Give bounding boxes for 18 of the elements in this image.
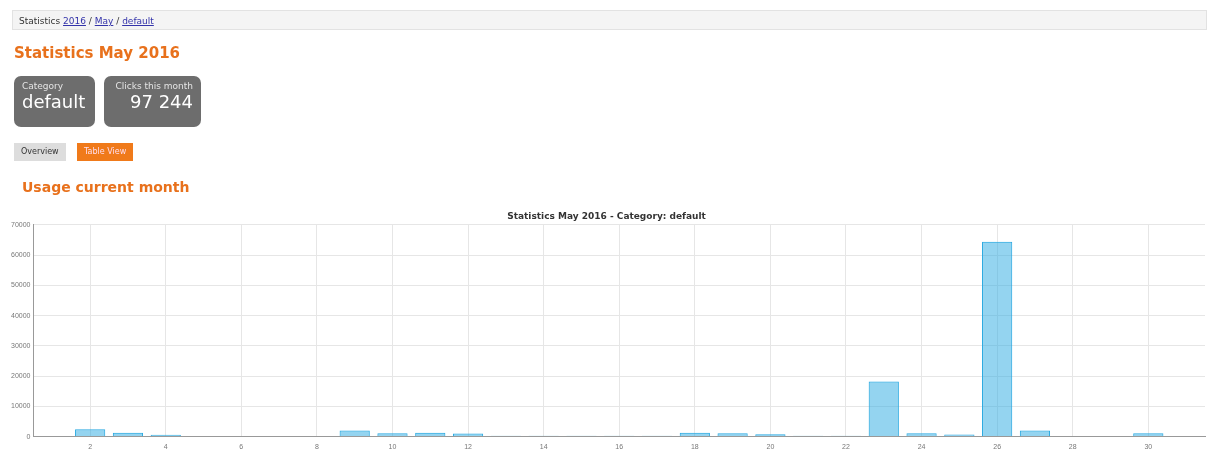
text: Statistics [19, 16, 61, 26]
text: default [22, 91, 87, 112]
text: / [88, 16, 92, 26]
text: Table View [77, 143, 134, 161]
text: Overview [14, 143, 66, 161]
bar [869, 382, 898, 437]
text: 97 244 [129, 91, 193, 112]
text: / [116, 16, 120, 26]
text: Statistics May 2016 [14, 44, 181, 62]
bar [75, 429, 106, 437]
text: Category [22, 81, 65, 91]
text: Usage current month [22, 179, 190, 195]
chart-title: Statistics May 2016 - Category: default [507, 210, 707, 221]
bar [982, 241, 1013, 437]
text: May [94, 16, 114, 26]
text: Clicks this month [114, 81, 193, 91]
text: 2016 [63, 16, 86, 26]
text: default [122, 16, 154, 26]
